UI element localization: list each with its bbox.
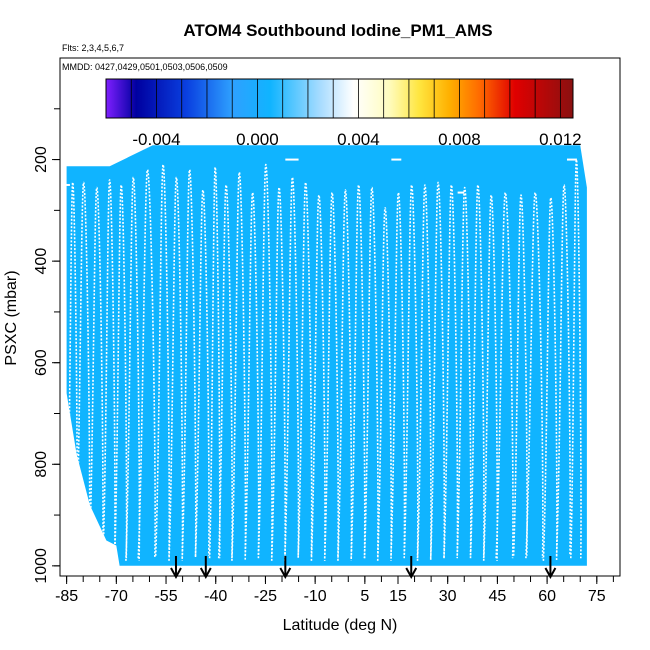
- flight-profile: [512, 194, 528, 556]
- flight-profile: [231, 171, 247, 561]
- x-tick-label: -85: [55, 588, 78, 605]
- flight-profile: [270, 186, 287, 561]
- arrow-head: [405, 567, 418, 580]
- y-axis-label: PSXC (mbar): [3, 270, 20, 365]
- flights-note: Flts: 2,3,4,5,6,7: [62, 43, 124, 53]
- flight-profile: [257, 163, 273, 559]
- flight-profile: [443, 184, 459, 559]
- arrow-head: [199, 567, 212, 580]
- flight-profile: [456, 186, 472, 556]
- flight-profile: [208, 166, 221, 559]
- x-tick-label: 5: [360, 588, 369, 605]
- x-axis: -85 -70 -55 -40 -25 -10 5 15 30 45 60 75: [55, 576, 614, 605]
- x-tick-label: 15: [389, 588, 407, 605]
- y-tick-label: 200: [33, 146, 50, 173]
- x-tick-label: 60: [538, 588, 556, 605]
- x-tick-label: -40: [204, 588, 227, 605]
- flight-profile: [75, 181, 91, 554]
- dates-note: MMDD: 0427,0429,0501,0503,0506,0509: [62, 62, 228, 72]
- flight-profile: [297, 181, 313, 556]
- x-tick-label: -10: [304, 588, 327, 605]
- flight-profile: [429, 181, 446, 559]
- flight-profile: [217, 184, 234, 559]
- colorbar-tick-label: 0.004: [337, 130, 380, 149]
- arrow-markers: [170, 556, 557, 580]
- plot-frame: [59, 57, 621, 577]
- arrow-head: [279, 567, 292, 580]
- flight-profile: [555, 184, 572, 556]
- flight-profile: [284, 176, 300, 559]
- chart-title: ATOM4 Southbound Iodine_PM1_AMS: [183, 21, 492, 40]
- flight-profile: [113, 184, 128, 559]
- flight-profile: [88, 186, 104, 559]
- colorbar-gridlines: [130, 79, 561, 118]
- flight-profile: [542, 196, 558, 561]
- flight-profile: [403, 184, 419, 559]
- arrow-head: [170, 567, 182, 580]
- flight-profile: [125, 176, 141, 561]
- colorbar: [105, 78, 574, 119]
- flight-profile: [168, 176, 184, 561]
- y-axis: 200 400 600 800 1000: [33, 108, 60, 584]
- colorbar-tick-label: 0.008: [438, 130, 481, 149]
- flight-profile: [102, 179, 116, 556]
- flight-profile: [390, 191, 406, 556]
- x-tick-label: 30: [439, 588, 457, 605]
- flight-profile: [137, 168, 156, 559]
- flight-profile: [376, 206, 393, 561]
- colorbar-tick-labels: -0.004 0.000 0.004 0.008 0.012: [132, 130, 581, 149]
- flight-profile: [154, 163, 171, 556]
- colorbar-tick-label: 0.012: [539, 130, 582, 149]
- flight-profile: [244, 191, 260, 556]
- y-tick-label: 600: [33, 349, 50, 376]
- y-tick-label: 1000: [33, 548, 50, 584]
- colorbar-tick-label: -0.004: [132, 130, 180, 149]
- y-tick-label: 800: [33, 451, 50, 478]
- flight-profile: [469, 184, 485, 559]
- x-tick-label: 45: [488, 588, 506, 605]
- flight-profile: [416, 184, 432, 561]
- flight-profiles: [66, 158, 582, 561]
- heatmap-field: [63, 145, 587, 566]
- colorbar-tick-label: 0.000: [236, 130, 279, 149]
- arrow-head: [544, 567, 557, 580]
- x-tick-label: -25: [254, 588, 277, 605]
- y-tick-label: 400: [33, 248, 50, 275]
- flight-profile: [337, 189, 353, 561]
- flight-profile: [181, 168, 197, 559]
- flight-profile: [363, 186, 379, 559]
- flight-profile: [350, 184, 366, 559]
- x-tick-label: -55: [154, 588, 177, 605]
- x-tick-label: 75: [588, 588, 606, 605]
- flight-legs: [63, 158, 577, 194]
- x-tick-label: -70: [105, 588, 128, 605]
- x-axis-label: Latitude (deg N): [283, 617, 398, 634]
